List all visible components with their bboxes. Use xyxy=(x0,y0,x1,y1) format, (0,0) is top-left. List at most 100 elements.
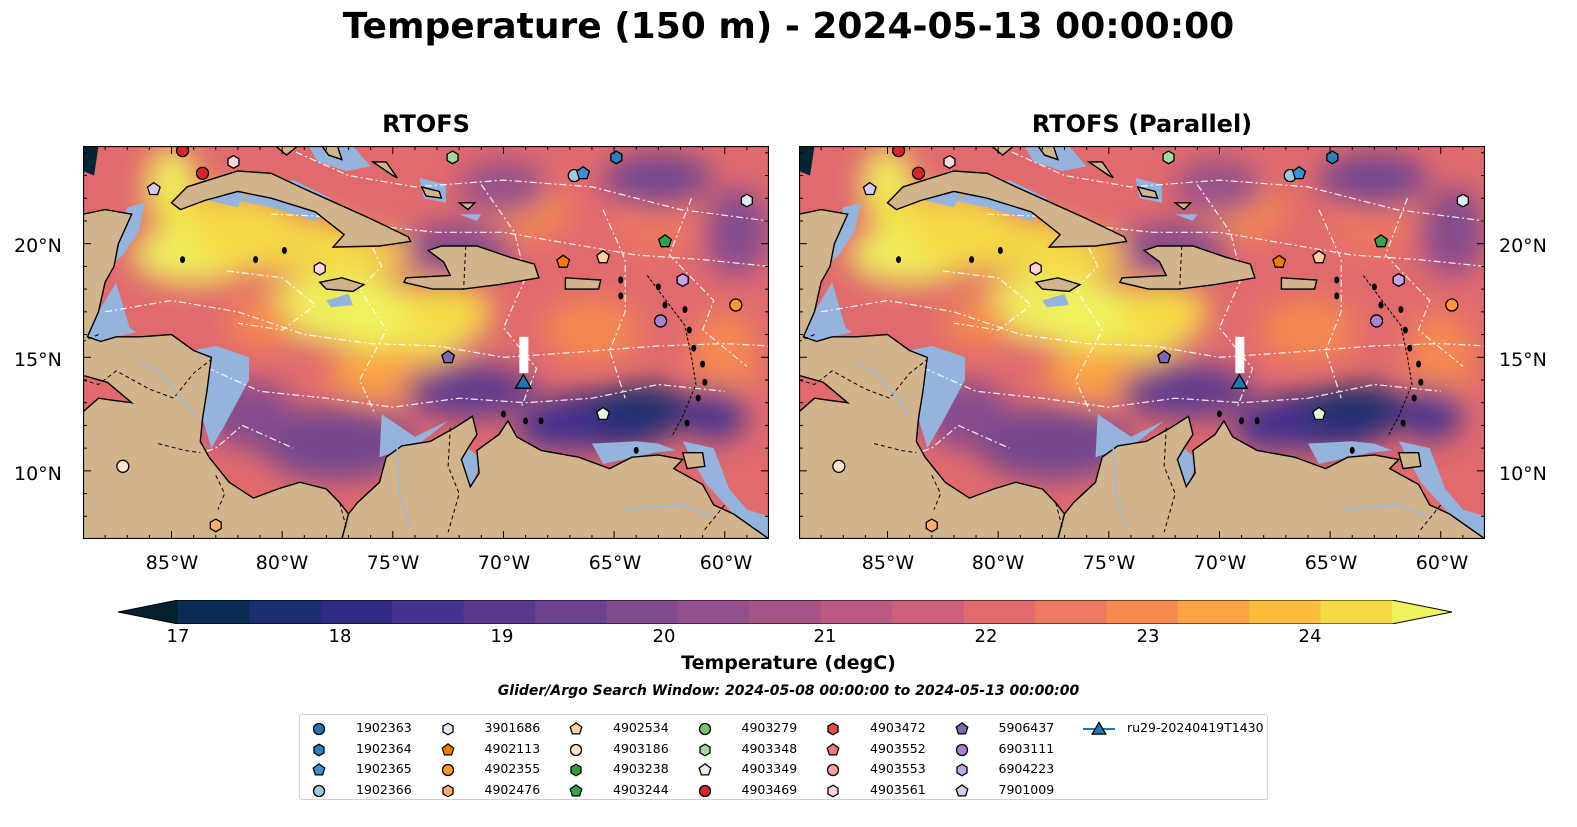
landmass xyxy=(886,170,1128,248)
map-panel-rtofs xyxy=(83,146,769,539)
country-border xyxy=(931,475,942,510)
legend-label: 7901009 xyxy=(998,781,1055,797)
legend-label: 4903469 xyxy=(741,781,798,797)
legend-label: 4902355 xyxy=(484,761,541,776)
legend-glyph xyxy=(569,743,583,756)
float-marker-7901009 xyxy=(146,181,161,196)
legend-marker-5906437 xyxy=(954,722,969,735)
colorbar-segment xyxy=(249,600,322,624)
legend-label: 4903349 xyxy=(741,761,798,776)
shallow-shelf xyxy=(1095,414,1165,458)
country-border xyxy=(1055,502,1063,528)
island xyxy=(1402,326,1408,334)
lon-label-70w: 70°W xyxy=(477,552,531,574)
float-marker-1902365 xyxy=(576,165,591,180)
shallow-shelf xyxy=(459,214,482,221)
shallow-shelf xyxy=(1175,214,1198,221)
colorbar-tick-17: 17 xyxy=(166,626,190,647)
country-border xyxy=(702,504,726,533)
legend-label: 1902363 xyxy=(356,720,412,735)
landmass xyxy=(1280,277,1318,290)
bathymetry-contour xyxy=(1362,275,1413,438)
river xyxy=(137,361,195,415)
island xyxy=(1239,417,1245,425)
legend-glyph xyxy=(313,742,325,757)
lat-label-10n: 10°N xyxy=(14,463,62,485)
legend-glyph xyxy=(698,722,711,736)
legend-glyph xyxy=(441,783,454,798)
legend-glyph xyxy=(954,783,969,797)
legend-glyph xyxy=(312,763,326,776)
colorbar-tick-18: 18 xyxy=(328,626,352,647)
legend-marker-3901686 xyxy=(441,722,454,736)
colorbar-segment xyxy=(1034,600,1107,624)
colorbar-tick-21: 21 xyxy=(813,626,837,647)
legend-marker-4902476 xyxy=(441,783,454,798)
landmass xyxy=(1086,161,1114,179)
legend-marker-4903472 xyxy=(827,722,839,736)
legend-label: 1902364 xyxy=(356,740,412,756)
legend-marker-1902365 xyxy=(312,763,326,776)
island xyxy=(1378,301,1384,309)
island xyxy=(684,419,690,427)
float-marker-4903348 xyxy=(446,150,459,165)
landmass xyxy=(321,146,343,161)
landmass xyxy=(799,146,1066,539)
legend-label: 4903348 xyxy=(741,740,798,756)
river xyxy=(1341,504,1430,518)
colorbar-segment xyxy=(820,600,893,624)
map-frame xyxy=(83,146,769,539)
contour-line xyxy=(1384,197,1464,367)
gulf-of-mexico xyxy=(799,146,815,176)
shallow-shelf xyxy=(825,202,861,267)
lon-label-70w-right: 70°W xyxy=(1193,552,1247,574)
island xyxy=(618,276,624,284)
landmass xyxy=(1037,146,1059,161)
island xyxy=(281,246,287,254)
lon-label-85w: 85°W xyxy=(145,552,199,574)
legend-label: 4903238 xyxy=(613,761,669,776)
island xyxy=(633,446,639,454)
colorbar-tick-20: 20 xyxy=(652,626,676,647)
river xyxy=(396,448,412,528)
country-border xyxy=(799,334,815,342)
float-marker-4902113 xyxy=(1272,254,1287,268)
landmass xyxy=(83,146,350,539)
colorbar-segment xyxy=(178,600,251,624)
island xyxy=(1398,306,1404,314)
island xyxy=(1349,446,1355,454)
contour-line xyxy=(909,361,1441,408)
colorbar-tick-24: 24 xyxy=(1298,626,1322,647)
lon-label-80w-right: 80°W xyxy=(971,552,1025,574)
colorbar-segment xyxy=(1106,600,1179,624)
island xyxy=(702,378,708,386)
island xyxy=(180,256,186,264)
landmass xyxy=(990,146,1015,157)
legend-marker-4903238 xyxy=(570,763,582,777)
float-marker-5906437 xyxy=(1157,349,1172,364)
float-marker-4903561 xyxy=(1029,261,1042,276)
contour-line xyxy=(480,184,538,408)
island xyxy=(523,417,529,425)
country-border xyxy=(1418,504,1442,533)
legend-label: 4903561 xyxy=(870,781,926,797)
river xyxy=(1112,448,1128,528)
landmass xyxy=(1397,452,1422,470)
float-marker-6904223 xyxy=(1392,272,1405,288)
float-marker-3901686 xyxy=(740,193,753,208)
country-border xyxy=(339,502,347,528)
island xyxy=(896,256,902,264)
colorbar-segment xyxy=(392,600,465,624)
island xyxy=(997,246,1003,254)
island xyxy=(1407,344,1413,352)
shallow-shelf xyxy=(87,282,137,342)
legend-label: 4903472 xyxy=(870,720,926,735)
float-marker-4903348 xyxy=(1162,150,1175,165)
legend-marker-4903553 xyxy=(826,763,840,777)
island xyxy=(1334,292,1340,300)
legend-glyph xyxy=(698,784,711,797)
contour-line xyxy=(226,270,317,331)
river xyxy=(625,504,714,518)
legend-label: 5906437 xyxy=(998,720,1055,735)
legend-glyph xyxy=(954,722,969,735)
